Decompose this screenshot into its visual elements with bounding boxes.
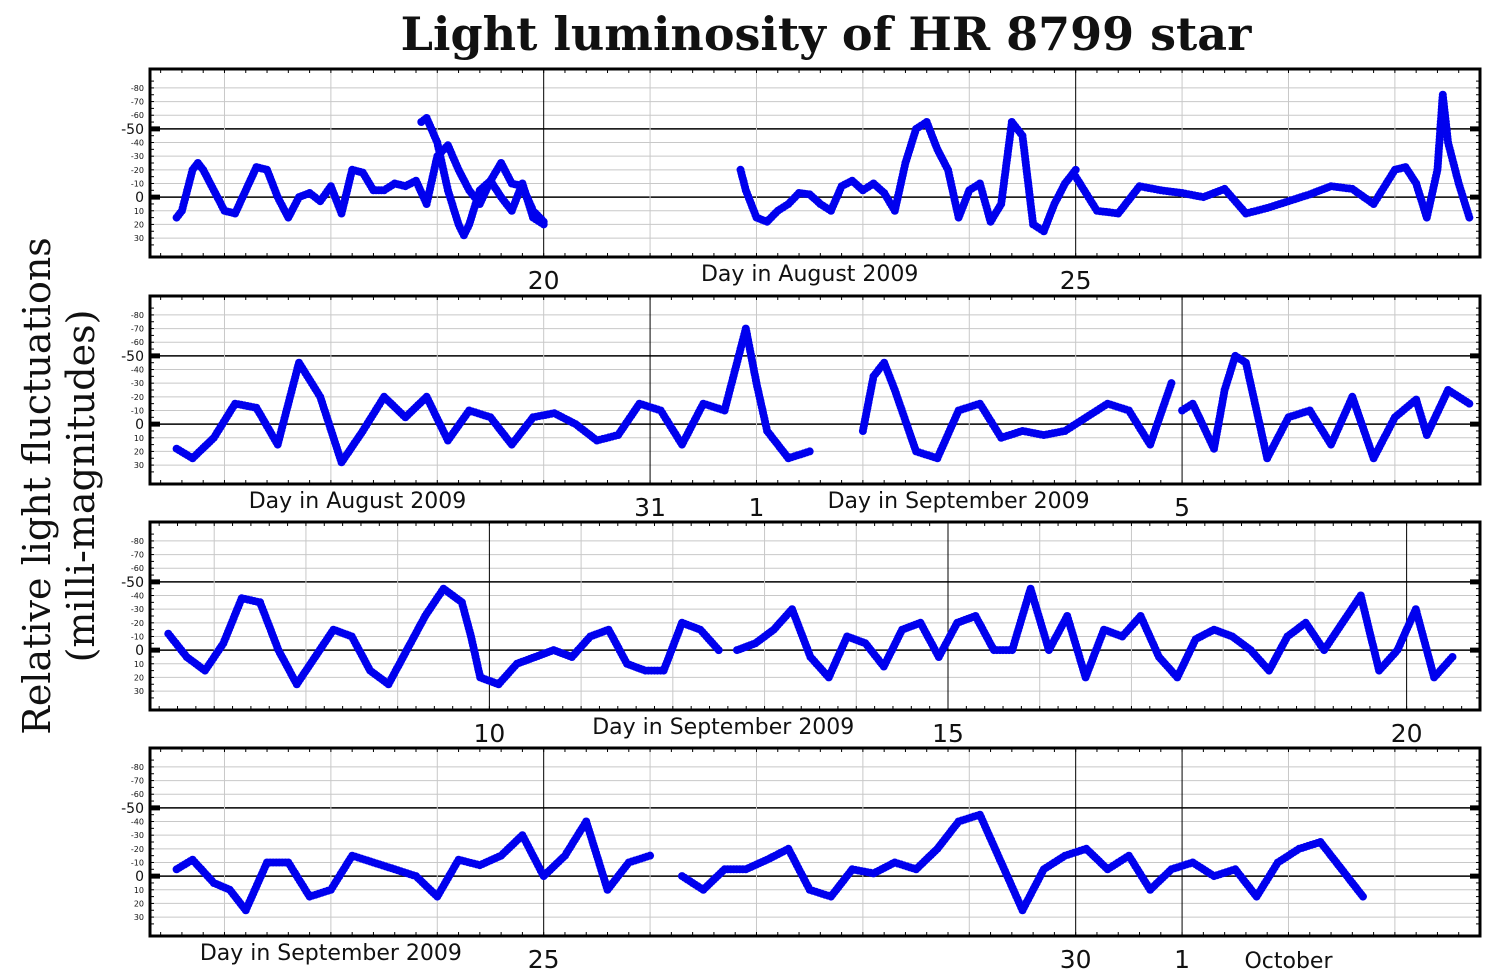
y-axis-label-line2: (milli-magnitudes) <box>59 310 103 663</box>
y-tick-label: -80 <box>131 311 144 320</box>
series-4-1 <box>172 817 655 915</box>
y-tick-label: -70 <box>131 325 144 334</box>
y-tick-label: 0 <box>135 417 144 433</box>
y-tick-label: -70 <box>131 551 144 560</box>
panel-frame <box>148 67 1482 259</box>
y-tick-label: -60 <box>131 111 144 120</box>
data-point <box>539 220 548 229</box>
panel-4: -80 -70 -60 -50-40 -30 -20 -10 010 20 30 25 30 1 Octo… <box>121 746 1482 974</box>
x-axis-caption: Day in September 2009 <box>200 941 462 966</box>
panel-frame <box>148 294 1482 486</box>
data-point <box>1358 892 1367 901</box>
x-day-label: 31 <box>634 493 666 522</box>
y-axis-label-line1: Relative light fluctuations <box>15 237 59 735</box>
y-tick-label: 10 <box>134 660 144 669</box>
y-tick-label: 10 <box>134 434 144 443</box>
y-tick-label: 20 <box>134 447 144 456</box>
panel-frame <box>148 746 1482 938</box>
series-1-2 <box>417 114 548 240</box>
y-tick-label: -10 <box>131 858 144 867</box>
data-point <box>1448 652 1457 661</box>
y-tick-label: 30 <box>134 913 144 922</box>
y-tick-label: 10 <box>134 886 144 895</box>
panel-1: -80 -70 -60 -50-40 -30 -20 -10 010 20 30 20 25 Day i… <box>121 67 1482 295</box>
y-tick-label: -70 <box>131 98 144 107</box>
data-point <box>1167 379 1176 388</box>
y-tick-label: -40 <box>131 366 144 375</box>
y-tick-label: -30 <box>131 152 144 161</box>
y-tick-label: 30 <box>134 461 144 470</box>
x-day-label: 25 <box>1060 266 1092 295</box>
y-tick-label: -50 <box>121 349 144 365</box>
y-tick-label: -60 <box>131 564 144 573</box>
x-day-label: 25 <box>528 945 560 974</box>
x-day-label: 20 <box>1391 719 1423 748</box>
series-4-2 <box>678 810 1367 915</box>
y-tick-label: 0 <box>135 190 144 206</box>
panel-frame <box>148 520 1482 712</box>
series-1-3 <box>736 118 1080 236</box>
y-tick-label: -60 <box>131 338 144 347</box>
data-point <box>714 646 723 655</box>
y-tick-label: -60 <box>131 790 144 799</box>
x-axis-caption: Day in September 2009 <box>592 715 854 740</box>
x-day-label: 30 <box>1060 945 1092 974</box>
y-tick-label: -40 <box>131 818 144 827</box>
y-tick-label: -40 <box>131 139 144 148</box>
x-day-label: 5 <box>1174 493 1190 522</box>
y-tick-label: -40 <box>131 592 144 601</box>
y-tick-label: -20 <box>131 166 144 175</box>
y-tick-label: -80 <box>131 537 144 546</box>
y-tick-label: -30 <box>131 605 144 614</box>
y-tick-label: -80 <box>131 84 144 93</box>
y-tick-label: 0 <box>135 643 144 659</box>
y-tick-label: -20 <box>131 393 144 402</box>
series-2-3 <box>1178 351 1474 463</box>
x-day-label: 1 <box>1174 945 1190 974</box>
data-point <box>1465 213 1474 222</box>
x-axis-caption: Day in September 2009 <box>828 489 1090 514</box>
y-tick-label: 30 <box>134 687 144 696</box>
series-3-2 <box>733 584 1457 682</box>
series-2-1 <box>172 324 814 467</box>
y-tick-label: -50 <box>121 801 144 817</box>
y-tick-label: -10 <box>131 406 144 415</box>
x-day-label: 1 <box>749 493 765 522</box>
y-tick-label: 10 <box>134 207 144 216</box>
y-tick-label: -50 <box>121 575 144 591</box>
series-3-1 <box>164 584 723 689</box>
y-tick-label: -80 <box>131 763 144 772</box>
x-day-label: 10 <box>473 719 505 748</box>
y-tick-label: -10 <box>131 179 144 188</box>
y-tick-label: -20 <box>131 845 144 854</box>
series-2-2 <box>858 358 1176 463</box>
y-tick-label: -30 <box>131 831 144 840</box>
x-day-label: 15 <box>932 719 964 748</box>
y-tick-label: -50 <box>121 122 144 138</box>
y-tick-label: -30 <box>131 379 144 388</box>
panel-2: -80 -70 -60 -50-40 -30 -20 -10 010 20 30 31 1 5 Day i… <box>121 294 1482 522</box>
data-point <box>646 851 655 860</box>
data-point <box>805 447 814 456</box>
y-tick-label: 20 <box>134 673 144 682</box>
data-point <box>1071 165 1080 174</box>
y-tick-label: 0 <box>135 869 144 885</box>
y-tick-label: 20 <box>134 899 144 908</box>
chart-title: Light luminosity of HR 8799 star <box>401 7 1252 61</box>
y-axis-label: Relative light fluctuations (milli-magni… <box>15 237 103 735</box>
series-1-4 <box>1071 90 1474 222</box>
x-axis-caption: Day in August 2009 <box>701 262 918 287</box>
y-tick-label: 30 <box>134 234 144 243</box>
data-point <box>1465 399 1474 408</box>
x-day-label: 20 <box>528 266 560 295</box>
x-day-label: October <box>1244 949 1333 974</box>
y-tick-label: -10 <box>131 632 144 641</box>
y-tick-label: -70 <box>131 777 144 786</box>
y-tick-label: -20 <box>131 619 144 628</box>
y-tick-label: 20 <box>134 220 144 229</box>
x-axis-caption: Day in August 2009 <box>249 489 466 514</box>
